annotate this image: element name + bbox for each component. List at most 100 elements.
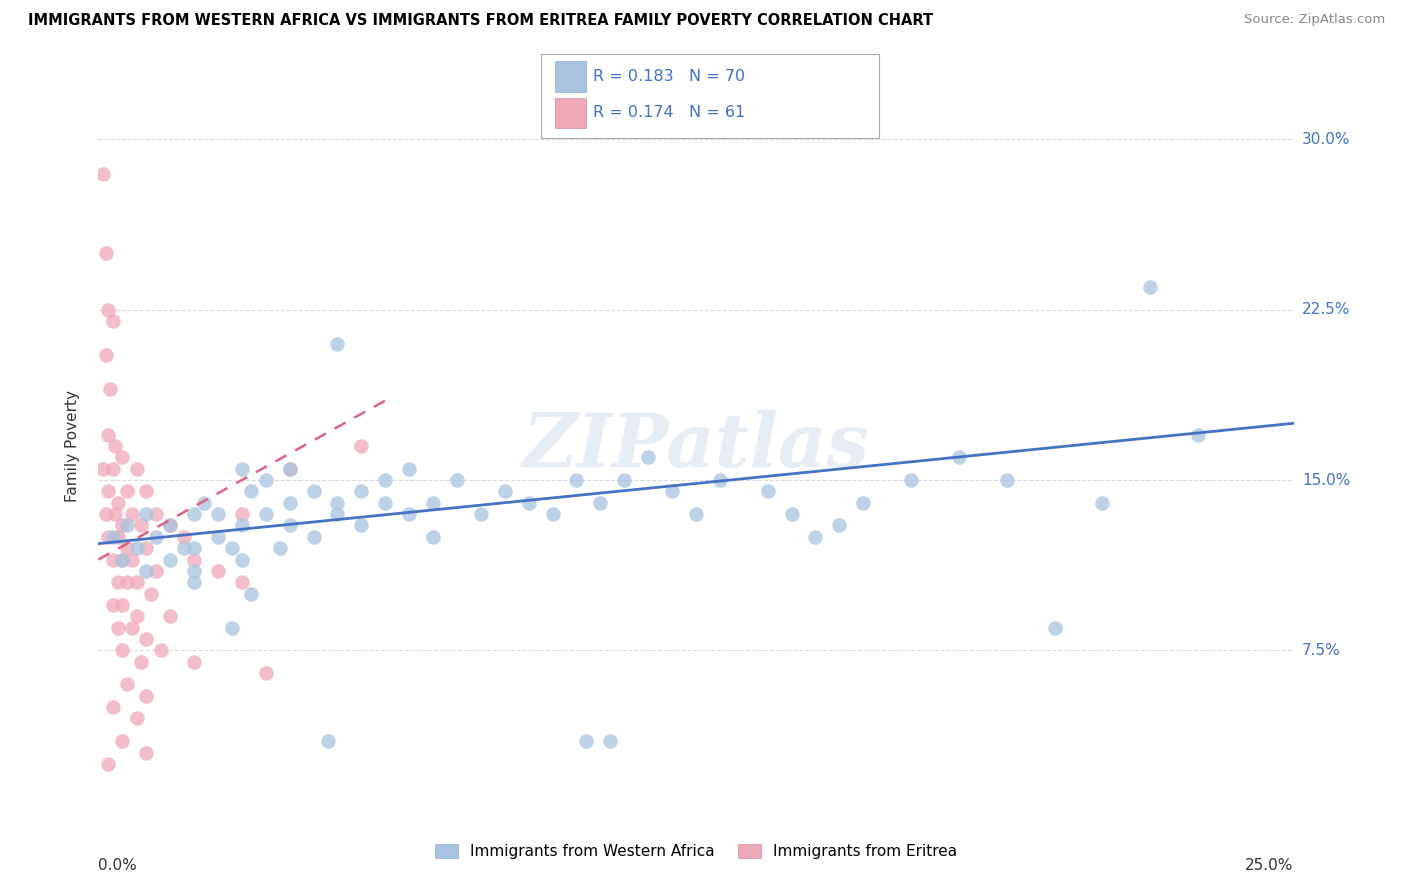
Point	[97, 484, 120, 499]
Text: 25.0%: 25.0%	[1246, 858, 1294, 873]
Point	[231, 575, 253, 590]
Point	[135, 632, 157, 646]
Point	[115, 484, 138, 499]
Point	[135, 541, 157, 556]
Point	[159, 552, 181, 566]
Point	[231, 461, 253, 475]
Point	[159, 518, 181, 533]
Point	[183, 541, 205, 556]
Point	[852, 496, 875, 510]
Point	[159, 518, 181, 533]
Point	[94, 348, 117, 362]
Point	[517, 496, 540, 510]
Point	[125, 711, 148, 725]
Point	[111, 643, 134, 657]
Point	[115, 518, 138, 533]
Y-axis label: Family Poverty: Family Poverty	[65, 390, 80, 502]
Point	[221, 621, 243, 635]
Point	[111, 552, 134, 566]
Point	[94, 507, 117, 521]
Text: 15.0%: 15.0%	[1302, 473, 1350, 488]
Point	[107, 496, 129, 510]
Point	[589, 496, 612, 510]
Point	[115, 541, 138, 556]
Point	[599, 734, 621, 748]
Point	[111, 518, 134, 533]
Point	[302, 530, 325, 544]
Point	[145, 564, 167, 578]
Point	[97, 530, 120, 544]
Point	[565, 473, 588, 487]
Point	[91, 167, 114, 181]
Point	[398, 461, 420, 475]
Point	[422, 496, 444, 510]
Text: Source: ZipAtlas.com: Source: ZipAtlas.com	[1244, 13, 1385, 27]
Point	[135, 689, 157, 703]
Point	[1139, 280, 1161, 294]
Point	[159, 609, 181, 624]
Point	[374, 496, 396, 510]
Point	[613, 473, 636, 487]
Point	[98, 382, 122, 396]
Point	[183, 564, 205, 578]
Point	[709, 473, 731, 487]
Point	[97, 427, 120, 442]
Text: 0.0%: 0.0%	[98, 858, 138, 873]
Point	[302, 484, 325, 499]
Point	[91, 461, 114, 475]
Point	[139, 586, 162, 600]
Point	[240, 586, 263, 600]
Point	[207, 507, 229, 521]
Point	[111, 598, 134, 612]
Point	[278, 518, 301, 533]
Point	[637, 450, 659, 465]
Point	[995, 473, 1018, 487]
Point	[828, 518, 851, 533]
Point	[900, 473, 922, 487]
Point	[101, 314, 124, 328]
Point	[575, 734, 598, 748]
Text: 22.5%: 22.5%	[1302, 302, 1350, 318]
Point	[94, 246, 117, 260]
Point	[207, 530, 229, 544]
Point	[350, 518, 373, 533]
Point	[756, 484, 779, 499]
Point	[350, 484, 373, 499]
Point	[1043, 621, 1066, 635]
Point	[101, 598, 124, 612]
Point	[661, 484, 683, 499]
Point	[115, 677, 138, 691]
Point	[207, 564, 229, 578]
Point	[278, 496, 301, 510]
Point	[97, 756, 120, 771]
Point	[145, 507, 167, 521]
Text: 7.5%: 7.5%	[1302, 643, 1340, 657]
Point	[107, 621, 129, 635]
Point	[131, 518, 153, 533]
Point	[107, 530, 129, 544]
Legend: Immigrants from Western Africa, Immigrants from Eritrea: Immigrants from Western Africa, Immigran…	[429, 838, 963, 865]
Point	[948, 450, 970, 465]
Point	[240, 484, 263, 499]
Point	[121, 552, 143, 566]
Point	[131, 655, 153, 669]
Text: R = 0.183   N = 70: R = 0.183 N = 70	[593, 70, 745, 85]
Point	[231, 518, 253, 533]
Point	[135, 484, 157, 499]
Point	[125, 541, 148, 556]
Point	[326, 496, 349, 510]
Point	[278, 461, 301, 475]
Point	[804, 530, 827, 544]
Point	[149, 643, 172, 657]
Point	[183, 507, 205, 521]
Point	[135, 564, 157, 578]
Point	[183, 655, 205, 669]
Point	[1187, 427, 1209, 442]
Point	[107, 575, 129, 590]
Point	[125, 575, 148, 590]
Point	[398, 507, 420, 521]
Point	[101, 700, 124, 714]
Point	[135, 746, 157, 760]
Text: ZIPatlas: ZIPatlas	[523, 409, 869, 483]
Point	[254, 507, 277, 521]
